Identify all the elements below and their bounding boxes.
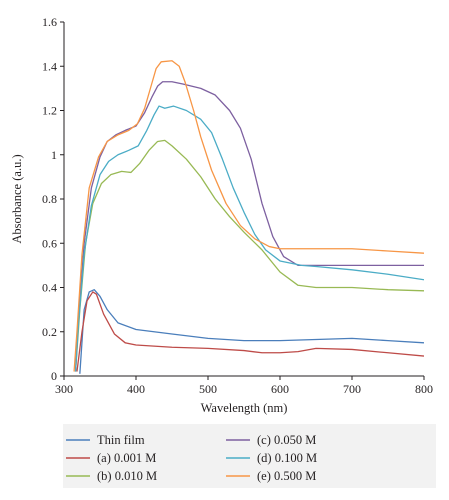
plot-marks bbox=[73, 60, 424, 374]
y-axis-title: Absorbance (a.u.) bbox=[10, 154, 24, 243]
y-tick-label: 1.4 bbox=[42, 59, 57, 73]
legend-item-4: (d) 0.100 M bbox=[226, 451, 317, 465]
legend-background bbox=[63, 424, 436, 488]
y-tick-label: 0.6 bbox=[42, 236, 57, 250]
y-tick-label: 1 bbox=[51, 148, 57, 162]
y-tick-label: 0.8 bbox=[42, 192, 57, 206]
x-tick-label: 800 bbox=[415, 382, 433, 396]
legend-item-5: (e) 0.500 M bbox=[226, 469, 316, 483]
x-axis-title: Wavelength (nm) bbox=[201, 401, 288, 415]
x-tick-label: 700 bbox=[343, 382, 361, 396]
series-line-0 bbox=[79, 289, 424, 374]
x-tick-label: 400 bbox=[127, 382, 145, 396]
legend-item-0: Thin film bbox=[66, 433, 145, 447]
y-tick-label: 0.4 bbox=[42, 281, 57, 295]
series-line-5 bbox=[73, 60, 424, 372]
legend-label: (d) 0.100 M bbox=[257, 451, 317, 465]
series-line-2 bbox=[74, 139, 424, 372]
y-tick-label: 0 bbox=[51, 369, 57, 383]
legend-item-2: (b) 0.010 M bbox=[66, 469, 157, 483]
axes: 0 0.2 0.4 0.6 0.8 1 1.2 1.4 1.6 300 400 500 600 700 80… bbox=[42, 15, 433, 396]
legend-label: (c) 0.050 M bbox=[257, 433, 316, 447]
legend-band bbox=[63, 424, 436, 488]
x-tick-label: 500 bbox=[199, 382, 217, 396]
series-line-4 bbox=[74, 105, 424, 372]
y-tick-label: 1.2 bbox=[42, 104, 57, 118]
legend-item-1: (a) 0.001 M bbox=[66, 451, 156, 465]
legend-label: (e) 0.500 M bbox=[257, 469, 316, 483]
x-tick-label: 300 bbox=[55, 382, 73, 396]
y-tick-label: 1.6 bbox=[42, 15, 57, 29]
legend-item-3: (c) 0.050 M bbox=[226, 433, 316, 447]
legend-label: (b) 0.010 M bbox=[97, 469, 157, 483]
series-line-3 bbox=[74, 81, 424, 372]
x-tick-label: 600 bbox=[271, 382, 289, 396]
series-line-1 bbox=[76, 291, 424, 372]
legend-label: Thin film bbox=[97, 433, 145, 447]
legend: Thin film (a) 0.001 M (b) 0.010 M (c) 0.050… bbox=[66, 433, 317, 483]
y-tick-label: 0.2 bbox=[42, 325, 57, 339]
legend-label: (a) 0.001 M bbox=[97, 451, 156, 465]
